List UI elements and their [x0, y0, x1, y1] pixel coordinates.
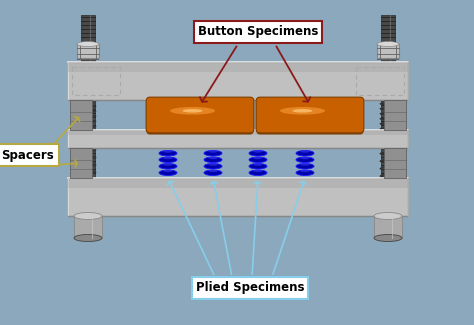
Ellipse shape [74, 213, 102, 219]
Bar [68, 178, 408, 216]
Ellipse shape [374, 235, 402, 241]
FancyBboxPatch shape [146, 97, 254, 133]
Bar [384, 100, 406, 130]
Bar [377, 46, 399, 60]
Ellipse shape [204, 157, 222, 162]
Ellipse shape [159, 163, 177, 169]
Bar [81, 15, 95, 221]
Ellipse shape [204, 170, 222, 176]
Bar [74, 216, 102, 238]
Ellipse shape [280, 107, 325, 115]
Ellipse shape [159, 170, 177, 176]
Ellipse shape [292, 109, 312, 112]
Ellipse shape [254, 150, 263, 153]
Ellipse shape [159, 150, 177, 156]
Bar [72, 67, 120, 95]
Ellipse shape [296, 150, 314, 156]
Ellipse shape [301, 170, 310, 172]
Ellipse shape [301, 150, 310, 153]
Ellipse shape [204, 163, 222, 169]
Ellipse shape [164, 170, 173, 172]
Ellipse shape [296, 170, 314, 176]
Ellipse shape [77, 42, 99, 46]
Bar [68, 178, 408, 188]
Ellipse shape [249, 157, 267, 162]
FancyBboxPatch shape [256, 99, 364, 135]
Ellipse shape [249, 163, 267, 169]
FancyBboxPatch shape [256, 97, 364, 133]
Ellipse shape [209, 150, 218, 153]
Ellipse shape [182, 109, 202, 112]
Ellipse shape [249, 170, 267, 176]
Bar [68, 130, 408, 148]
Ellipse shape [377, 42, 399, 46]
Bar [356, 67, 404, 95]
Bar [377, 44, 399, 58]
Ellipse shape [164, 150, 173, 153]
Ellipse shape [209, 163, 218, 166]
Bar [70, 100, 92, 130]
Bar [374, 216, 402, 238]
Bar [68, 130, 408, 135]
Ellipse shape [164, 157, 173, 159]
Text: Spacers: Spacers [1, 149, 55, 162]
Bar [77, 46, 99, 60]
Bar [381, 15, 395, 221]
Bar [70, 148, 92, 178]
Bar [384, 148, 406, 178]
FancyBboxPatch shape [146, 99, 254, 135]
Bar [68, 62, 408, 100]
Ellipse shape [74, 235, 102, 241]
Bar [77, 44, 99, 58]
Ellipse shape [296, 157, 314, 162]
Ellipse shape [159, 157, 177, 162]
Text: Button Specimens: Button Specimens [198, 25, 318, 38]
Ellipse shape [301, 163, 310, 166]
Ellipse shape [254, 157, 263, 159]
Ellipse shape [164, 163, 173, 166]
Ellipse shape [249, 150, 267, 156]
Ellipse shape [209, 170, 218, 172]
Ellipse shape [254, 163, 263, 166]
Bar [68, 62, 408, 72]
Ellipse shape [374, 213, 402, 219]
Ellipse shape [301, 157, 310, 159]
Ellipse shape [296, 163, 314, 169]
Ellipse shape [204, 150, 222, 156]
Ellipse shape [209, 157, 218, 159]
Ellipse shape [254, 170, 263, 172]
Text: Plied Specimens: Plied Specimens [196, 281, 304, 294]
Ellipse shape [170, 107, 215, 115]
